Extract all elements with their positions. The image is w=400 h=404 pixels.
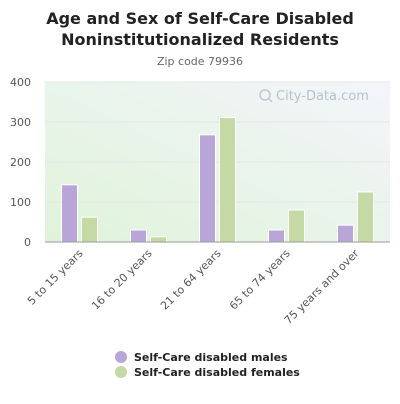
chart-subtitle: Zip code 79936 (157, 55, 243, 68)
bar-females (219, 117, 236, 243)
bar-males (268, 229, 285, 243)
x-tick-label: 5 to 15 years (25, 247, 86, 308)
x-tick-label: 65 to 74 years (227, 247, 293, 313)
bar-males (337, 224, 354, 243)
x-tick-label: 75 years and over (282, 247, 362, 327)
bar-males (130, 229, 147, 243)
y-tick-label: 400 (10, 76, 31, 89)
legend-swatch-males (115, 351, 127, 363)
watermark-magnifier-handle (267, 97, 273, 103)
chart-title-line-2: Noninstitutionalized Residents (61, 30, 339, 49)
x-tick-label: 21 to 64 years (158, 247, 224, 313)
y-tick-label: 100 (10, 196, 31, 209)
bar-females (150, 236, 167, 243)
bar-males (199, 134, 216, 243)
bar-females (81, 216, 98, 243)
legend: Self-Care disabled males Self-Care disab… (115, 351, 300, 379)
y-tick-label: 300 (10, 116, 31, 129)
y-axis-ticks: 0 100 200 300 400 (10, 76, 31, 249)
legend-swatch-females (115, 366, 127, 378)
bar-females (288, 209, 305, 243)
y-tick-label: 0 (24, 236, 31, 249)
watermark: City-Data.com (259, 89, 369, 104)
bar-females (357, 191, 374, 243)
watermark-text: City-Data.com (276, 89, 369, 104)
grid-lines (45, 81, 390, 203)
legend-label-females: Self-Care disabled females (134, 366, 300, 379)
chart-title-line-1: Age and Sex of Self-Care Disabled (46, 9, 354, 28)
x-axis-ticks: 5 to 15 years 16 to 20 years 21 to 64 year… (25, 247, 362, 327)
legend-label-males: Self-Care disabled males (134, 351, 288, 364)
bar-males (61, 184, 78, 243)
x-tick-label: 16 to 20 years (89, 247, 155, 313)
y-tick-label: 200 (10, 156, 31, 169)
watermark-magnifier-icon (259, 89, 271, 101)
